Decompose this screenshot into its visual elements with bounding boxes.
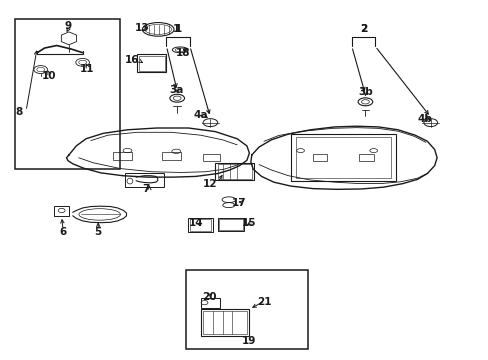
Text: 10: 10 <box>42 71 57 81</box>
Text: 4b: 4b <box>417 114 431 124</box>
Text: 7: 7 <box>142 184 149 194</box>
Bar <box>217 164 251 179</box>
Text: 6: 6 <box>60 227 66 237</box>
Bar <box>188 218 212 232</box>
Bar <box>312 154 327 161</box>
Bar <box>200 309 249 336</box>
Text: 15: 15 <box>242 218 256 228</box>
Text: 13: 13 <box>135 23 149 33</box>
Text: 20: 20 <box>202 292 216 302</box>
Text: 2: 2 <box>360 24 367 35</box>
Text: 19: 19 <box>242 336 256 346</box>
Text: 2: 2 <box>359 24 366 35</box>
Bar <box>215 163 254 180</box>
Text: 14: 14 <box>188 218 203 228</box>
Bar <box>137 54 166 72</box>
Bar <box>139 56 164 71</box>
Bar <box>200 298 220 309</box>
Text: 1: 1 <box>172 24 180 35</box>
Bar <box>358 154 373 161</box>
Text: 17: 17 <box>232 198 246 208</box>
Bar <box>54 206 69 216</box>
Bar <box>290 134 395 181</box>
Text: 11: 11 <box>80 64 95 74</box>
Bar <box>15 19 120 169</box>
Text: 18: 18 <box>176 48 190 58</box>
Text: 5: 5 <box>94 227 102 237</box>
Bar <box>219 219 243 230</box>
Bar <box>189 219 211 231</box>
Bar <box>185 270 307 348</box>
Text: 8: 8 <box>16 107 23 117</box>
Bar <box>217 218 244 231</box>
Text: 9: 9 <box>64 21 71 31</box>
Text: 3a: 3a <box>169 85 183 95</box>
Bar <box>203 311 246 334</box>
Text: 21: 21 <box>256 297 271 307</box>
Text: 3b: 3b <box>357 87 372 97</box>
Bar <box>125 173 163 187</box>
Text: 16: 16 <box>125 55 139 65</box>
Text: 12: 12 <box>203 179 217 189</box>
Bar <box>161 152 181 160</box>
Bar <box>203 154 220 161</box>
Text: 1: 1 <box>174 24 182 35</box>
Bar <box>295 137 390 178</box>
Text: 4a: 4a <box>193 111 207 121</box>
Bar <box>113 152 132 160</box>
